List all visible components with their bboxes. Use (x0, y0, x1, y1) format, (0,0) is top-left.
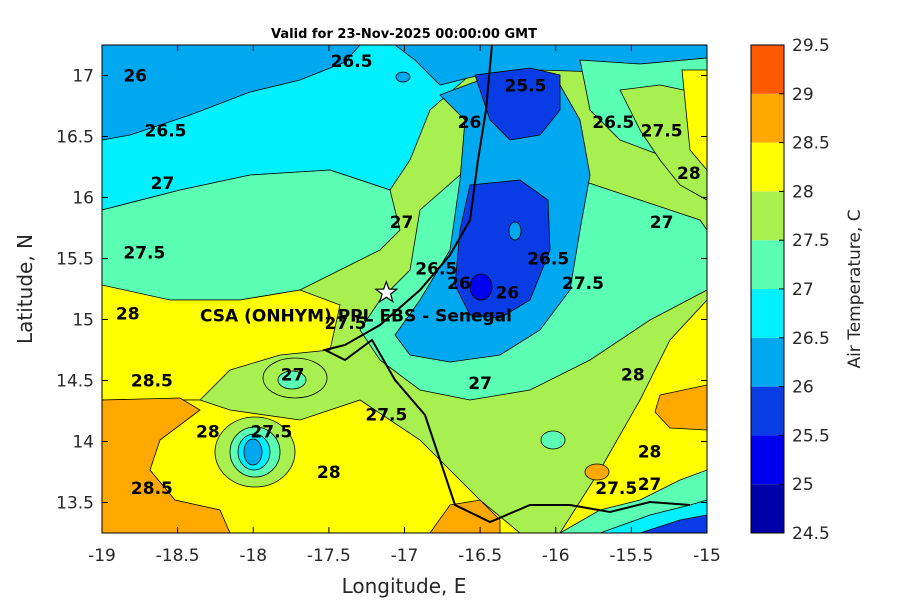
band-25-5-se (639, 514, 707, 533)
contour-label: 27 (638, 475, 662, 495)
contour-label: 27 (468, 374, 492, 394)
filled-contour-field (102, 45, 707, 533)
colorbar-swatch (751, 93, 784, 143)
y-tick-label: 16.5 (56, 128, 94, 148)
cool-ring-2-d (243, 438, 263, 466)
contour-label: 27 (650, 213, 674, 233)
colorbar-tick-label: 26 (792, 378, 814, 398)
contour-label: 28 (677, 164, 701, 184)
colorbar-swatch (751, 337, 784, 387)
band-26-nw (102, 45, 361, 141)
cool-spot-north (395, 71, 411, 83)
band-28-ne-edge (681, 69, 707, 171)
band-25-5-north (474, 67, 561, 141)
band-28-5-south (429, 499, 501, 533)
colorbar-swatch (751, 45, 784, 94)
cold-core-center (469, 273, 493, 301)
colorbar-label: Air Temperature, C (845, 209, 865, 368)
colorbar: 24.5 25 25.5 26 26.5 27 27.5 28 28.5 29 29.5 (750, 36, 830, 544)
y-tick-label: 17 (72, 67, 94, 87)
contour-label: 27.5 (641, 121, 683, 141)
band-28-5-east (654, 384, 707, 431)
y-tick-label: 14.5 (56, 372, 94, 392)
contour-label: 28 (116, 304, 140, 324)
contour-label: 27.5 (365, 406, 407, 426)
colorbar-swatch (751, 386, 784, 436)
contour-label: 27 (281, 365, 305, 385)
station-layer: CSA (ONHYM) PPL EBS - Senegal (200, 279, 512, 327)
colorbar-tick-label: 28 (792, 182, 814, 202)
colorbar-swatch (751, 191, 784, 241)
contour-label: 26.5 (527, 250, 569, 270)
contour-label: 26.5 (415, 259, 457, 279)
contour-label: 27.5 (123, 243, 165, 263)
colorbar-swatch (751, 484, 784, 533)
contour-label: 27.5 (595, 479, 637, 499)
contour-label: 28.5 (131, 479, 173, 499)
contour-label: 26 (123, 67, 147, 87)
colorbar-swatch (751, 240, 784, 289)
band-28-5-se-spot (584, 463, 610, 481)
x-tick-label: -16 (542, 546, 570, 566)
contour-label: 25.5 (505, 76, 547, 96)
colorbar-swatch (751, 289, 784, 338)
cool-spot-center (540, 430, 566, 450)
y-tick-label: 15.5 (56, 250, 94, 270)
y-tick-label: 15 (72, 311, 94, 331)
contour-label: 27.5 (562, 274, 604, 294)
contour-label: 27.5 (325, 314, 367, 334)
x-tick-label: -18 (239, 546, 267, 566)
colorbar-tick-label: 28.5 (792, 134, 830, 154)
colorbar-tick-label: 25.5 (792, 426, 830, 446)
station-star-marker (374, 279, 399, 304)
contour-label: 28 (196, 423, 220, 443)
contour-label: 27 (151, 174, 175, 194)
station-name: CSA (ONHYM) PPL EBS - Senegal (200, 307, 512, 327)
y-tick-label: 16 (72, 189, 94, 209)
band-28-5-sw (102, 397, 231, 533)
contour-label: 28 (638, 442, 662, 462)
colorbar-tick-label: 27 (792, 280, 814, 300)
colorbar-tick-label: 29 (792, 85, 814, 105)
y-tick-label: 13.5 (56, 494, 94, 514)
cool-ring-1-inner (277, 370, 307, 390)
x-tick-label: -18.5 (156, 546, 200, 566)
colorbar-tick-label: 24.5 (792, 524, 830, 544)
band-26-north (394, 45, 707, 86)
colorbar-tick-label: 26.5 (792, 329, 830, 349)
x-tick-label: -15 (693, 546, 721, 566)
chart-title: Valid for 23-Nov-2025 00:00:00 GMT (271, 27, 537, 42)
contour-label: 28 (317, 463, 341, 483)
contour-label: 26 (496, 284, 520, 304)
y-tick-label: 14 (72, 433, 94, 453)
contour-label: 28 (621, 365, 645, 385)
contour-label: 27 (390, 213, 414, 233)
contour-label: 27.5 (250, 423, 292, 443)
x-tick-label: -16.5 (458, 546, 502, 566)
x-tick-label: -19 (88, 546, 116, 566)
y-axis-label: Latitude, N (13, 234, 37, 344)
colorbar-tick-label: 29.5 (792, 36, 830, 56)
y-axis-ticks: 13.5 14 14.5 15 15.5 16 16.5 17 (56, 67, 707, 514)
colorbar-swatch (751, 142, 784, 192)
contour-label: 26.5 (145, 121, 187, 141)
colorbar-swatch (751, 435, 784, 485)
colorbar-tick-label: 25 (792, 475, 814, 495)
x-tick-label: -15.5 (609, 546, 653, 566)
contour-label: 28.5 (131, 372, 173, 392)
band-27-5-ne (619, 84, 707, 201)
warm-spot-trough (508, 221, 522, 241)
contour-label: 26 (458, 113, 482, 133)
x-axis-ticks: -19 -18.5 -18 -17.5 -17 -16.5 -16 -15.5 -15 (88, 45, 721, 566)
contour-label: 26.5 (592, 113, 634, 133)
contour-label: 26.5 (331, 52, 373, 72)
contour-label: 26 (447, 274, 471, 294)
x-axis-label: Longitude, E (342, 574, 467, 598)
coastline-border (322, 45, 691, 524)
x-tick-label: -17.5 (307, 546, 351, 566)
colorbar-tick-label: 27.5 (792, 231, 830, 251)
x-tick-label: -17 (391, 546, 419, 566)
